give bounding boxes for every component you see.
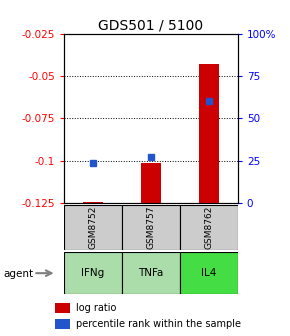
Text: agent: agent [3,269,33,279]
Bar [180,205,238,250]
Text: log ratio: log ratio [76,303,116,313]
Bar [64,205,122,250]
Bar [180,252,238,294]
Bar [55,303,70,313]
Bar [199,64,219,203]
Bar [122,252,180,294]
Text: IL4: IL4 [201,268,217,278]
Bar [122,205,180,250]
Bar [83,202,103,203]
Bar [141,163,161,203]
Bar [55,319,70,329]
Text: percentile rank within the sample: percentile rank within the sample [76,319,241,329]
Text: GSM8762: GSM8762 [204,206,213,249]
Text: GSM8752: GSM8752 [88,206,97,249]
Text: GSM8757: GSM8757 [146,206,155,249]
Bar [64,252,122,294]
Text: TNFa: TNFa [138,268,164,278]
Title: GDS501 / 5100: GDS501 / 5100 [98,18,203,33]
Text: IFNg: IFNg [81,268,104,278]
